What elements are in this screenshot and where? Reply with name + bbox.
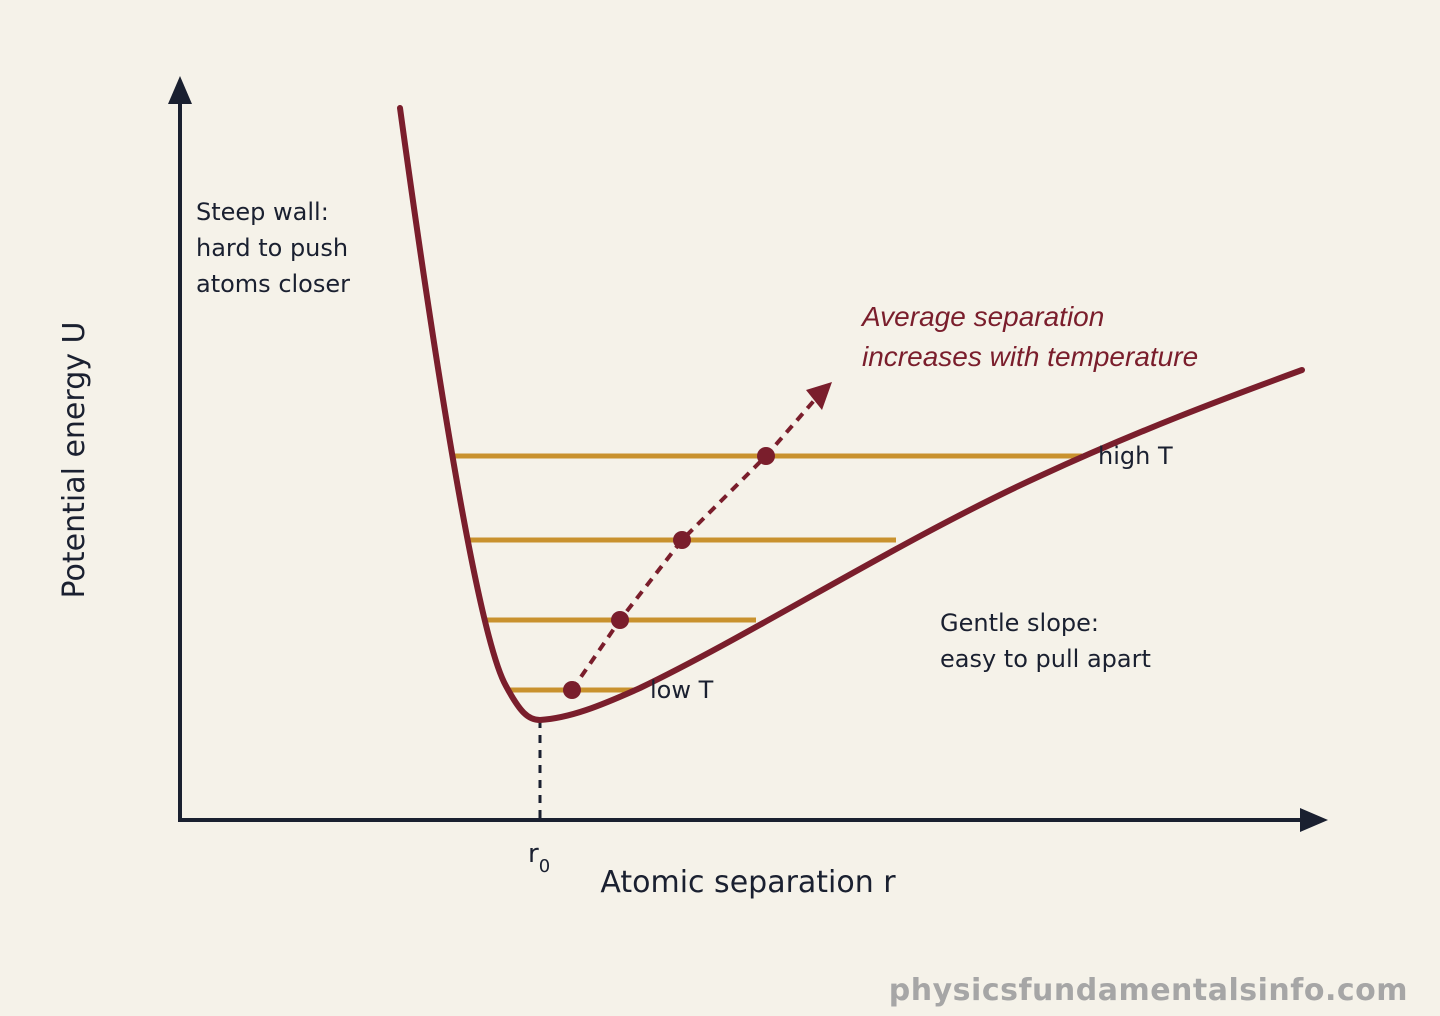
trend-line-2: increases with temperature [862,341,1198,372]
watermark: physicsfundamentalsinfo.com [889,973,1408,1008]
x-axis-arrowhead [1300,808,1328,832]
average-separation-dot-high [757,447,775,465]
average-separation-dot-low [563,681,581,699]
high-t-label: high T [1098,442,1173,470]
average-separation-trend-line [570,394,820,692]
steep-wall-note: Steep wall: hard to push atoms closer [196,198,356,298]
r0-label: r0 [528,839,550,877]
trend-arrowhead [806,382,832,410]
gentle-slope-line-2: easy to pull apart [940,645,1151,673]
low-t-label: low T [650,676,714,704]
y-axis-arrowhead [168,76,192,104]
x-axis-label: Atomic separation r [600,865,896,900]
r0-subscript: 0 [539,856,550,877]
gentle-slope-note: Gentle slope: easy to pull apart [940,609,1151,673]
r0-base: r [528,839,539,869]
trend-note: Average separation increases with temper… [860,301,1198,372]
steep-wall-line-2: hard to push [196,234,348,262]
steep-wall-line-1: Steep wall: [196,198,329,226]
y-axis-label: Potential energy U [57,322,92,599]
potential-energy-curve [397,105,1305,724]
average-separation-dot-2 [611,611,629,629]
average-separation-dot-3 [673,531,691,549]
steep-wall-line-3: atoms closer [196,270,350,298]
trend-line-1: Average separation [860,301,1104,332]
gentle-slope-line-1: Gentle slope: [940,609,1099,637]
